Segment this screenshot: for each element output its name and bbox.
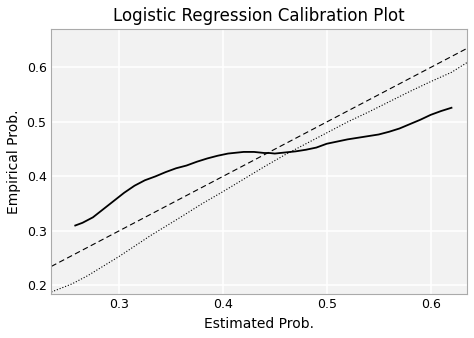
Y-axis label: Empirical Prob.: Empirical Prob. <box>7 109 21 214</box>
X-axis label: Estimated Prob.: Estimated Prob. <box>204 317 314 331</box>
Title: Logistic Regression Calibration Plot: Logistic Regression Calibration Plot <box>113 7 405 25</box>
